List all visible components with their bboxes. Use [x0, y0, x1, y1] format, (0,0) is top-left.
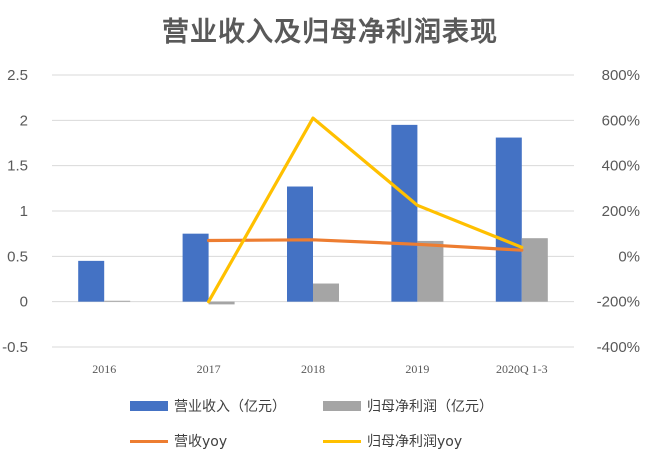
- legend-net-profit-yoy: 归母净利润yoy: [323, 431, 462, 451]
- bar-net-profit: [521, 238, 548, 302]
- y-right-tick-label: -400%: [597, 339, 640, 356]
- y-right-tick-label: 200%: [602, 203, 640, 220]
- bar-revenue: [78, 260, 105, 302]
- legend-net-profit: 归母净利润（亿元）: [323, 396, 493, 416]
- y-left-tick-label: 1.5: [7, 158, 28, 175]
- legend-swatch-revenue: [130, 401, 168, 411]
- y-left-tick-label: 2.5: [7, 67, 28, 84]
- legend-swatch-net-profit-yoy: [323, 439, 361, 443]
- bar-revenue: [391, 124, 418, 302]
- y-right-tick-label: -200%: [597, 294, 640, 311]
- x-category-label: 2019: [405, 362, 429, 376]
- legend-revenue-yoy: 营收yoy: [130, 431, 227, 451]
- bar-revenue: [495, 137, 522, 302]
- x-category-label: 2017: [197, 362, 221, 376]
- x-category-label: 2018: [301, 362, 325, 376]
- legend-label-net-profit-yoy: 归母净利润yoy: [367, 434, 463, 450]
- chart-title: 营业收入及归母净利润表现: [162, 17, 498, 48]
- y-left-tick-label: 1: [20, 203, 28, 220]
- legend-label-revenue: 营业收入（亿元）: [174, 399, 286, 415]
- y-right-tick-label: 600%: [602, 112, 640, 129]
- y-left-tick-label: -0.5: [2, 339, 28, 356]
- bar-net-profit: [104, 300, 131, 302]
- y-left-tick-label: 0.5: [7, 248, 28, 265]
- legend-swatch-revenue-yoy: [130, 439, 168, 443]
- x-category-label: 2016: [92, 362, 116, 376]
- legend-swatch-net-profit: [323, 401, 361, 411]
- bar-net-profit: [208, 301, 235, 305]
- y-right-tick-label: 400%: [602, 158, 640, 175]
- legend-label-net-profit: 归母净利润（亿元）: [367, 399, 493, 415]
- x-category-label: 2020Q 1-3: [496, 362, 548, 376]
- y-right-tick-label: 800%: [602, 67, 640, 84]
- bar-net-profit: [417, 240, 444, 302]
- bar-net-profit: [313, 283, 339, 302]
- bar-revenue: [287, 186, 313, 302]
- legend-label-revenue-yoy: 营收yoy: [174, 434, 228, 450]
- y-left-tick-label: 0: [20, 294, 28, 311]
- bar-revenue: [182, 233, 209, 302]
- y-left-tick-label: 2: [20, 112, 28, 129]
- legend-revenue: 营业收入（亿元）: [130, 396, 286, 416]
- line-net-profit-yoy: [207, 116, 524, 304]
- line-revenue-yoy: [207, 238, 524, 252]
- y-right-tick-label: 0%: [618, 248, 640, 265]
- chart-plot: -0.5 0 0.5 1 1.5 2 2.5 -400% -200% 0% 200% 400% 600%…: [2, 67, 640, 376]
